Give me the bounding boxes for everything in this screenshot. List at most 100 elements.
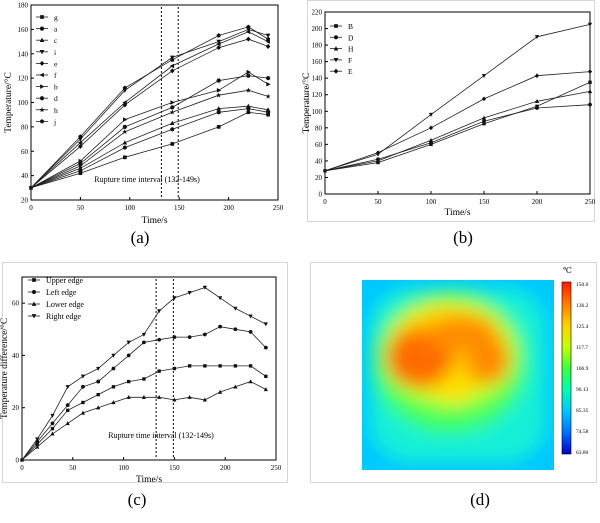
x-tick-label-a-1: 50 bbox=[77, 204, 85, 212]
legend-marker-b-2 bbox=[333, 46, 339, 51]
data-point-b-2-1 bbox=[375, 158, 381, 163]
data-point-c-2-3 bbox=[65, 421, 70, 426]
data-point-c-1-14 bbox=[233, 327, 238, 332]
data-point-a-3-4 bbox=[216, 39, 222, 45]
legend-marker-a-5 bbox=[39, 72, 44, 78]
thermal-field bbox=[362, 280, 554, 470]
y-tick-label-b-5: 100 bbox=[312, 108, 323, 116]
data-point-c-0-9 bbox=[157, 369, 161, 373]
data-point-a-2-5 bbox=[246, 103, 251, 108]
y-tick-label-b-11: 220 bbox=[312, 9, 323, 17]
data-point-a-6-6 bbox=[266, 81, 271, 87]
data-point-c-2-10 bbox=[172, 397, 177, 402]
data-point-c-3-8 bbox=[141, 332, 147, 337]
data-point-a-6-3 bbox=[170, 100, 175, 105]
data-point-c-0-10 bbox=[172, 366, 177, 371]
data-point-a-9-5 bbox=[246, 24, 251, 29]
legend-marker-a-4 bbox=[39, 60, 45, 66]
legend-marker-a-8 bbox=[39, 107, 45, 113]
data-point-c-1-11 bbox=[187, 335, 192, 340]
data-point-a-2-4 bbox=[216, 106, 222, 111]
x-tick-label-c-1: 50 bbox=[69, 464, 77, 472]
data-point-a-7-6 bbox=[265, 76, 271, 81]
data-point-b-0-5 bbox=[588, 80, 592, 84]
data-point-b-1-4 bbox=[535, 106, 539, 110]
data-point-a-0-5 bbox=[246, 110, 251, 115]
data-point-a-6-4 bbox=[216, 88, 222, 93]
y-tick-label-c-1: 20 bbox=[12, 404, 20, 412]
x-tick-label-b-3: 150 bbox=[479, 198, 490, 206]
data-point-a-5-5 bbox=[245, 29, 251, 35]
data-point-c-2-15 bbox=[248, 379, 253, 384]
data-point-a-0-1 bbox=[78, 171, 83, 176]
panel-b: 0 50 100 150 200 250 0 20 40 60 80 100 120 140 160 180 2… bbox=[300, 0, 600, 262]
legend-label-b-4: E bbox=[348, 67, 353, 76]
data-point-c-0-12 bbox=[203, 364, 207, 368]
legend-marker-a-9 bbox=[39, 119, 45, 124]
data-point-a-8-3 bbox=[169, 109, 175, 115]
data-point-c-0-2 bbox=[50, 426, 55, 431]
series-line-a-5 bbox=[30, 31, 269, 189]
data-point-a-4-6 bbox=[265, 43, 271, 49]
data-point-c-3-16 bbox=[263, 322, 268, 327]
legend-label-b-1: D bbox=[348, 33, 354, 42]
data-point-a-7-5 bbox=[246, 73, 251, 78]
data-point-a-0-2 bbox=[123, 155, 127, 160]
panel-d: ℃ 150.0 136.2 125.4 117.7 106.9 96.13 85.35 74.5… bbox=[300, 262, 600, 523]
colorbar-tick-3: 117.7 bbox=[576, 345, 588, 351]
panel-b-frame bbox=[307, 0, 595, 222]
data-point-b-4-5 bbox=[587, 69, 593, 74]
data-point-c-2-13 bbox=[218, 389, 223, 394]
x-tick-label-c-4: 200 bbox=[220, 464, 231, 472]
data-point-a-8-4 bbox=[216, 92, 222, 98]
data-point-c-0-16 bbox=[264, 374, 268, 379]
y-tick-label-b-3: 60 bbox=[315, 141, 323, 149]
data-point-c-2-2 bbox=[50, 431, 55, 436]
y-tick-label-a-7: 160 bbox=[18, 26, 29, 34]
colorbar-tick-8: 63.80 bbox=[576, 450, 589, 456]
data-point-c-0-14 bbox=[233, 364, 238, 368]
x-tick-label-a-5: 250 bbox=[273, 204, 284, 212]
plot-area-c bbox=[21, 276, 277, 461]
y-tick-label-b-0: 0 bbox=[319, 191, 323, 199]
x-tick-label-b-0: 0 bbox=[323, 198, 327, 206]
data-point-a-2-1 bbox=[78, 165, 83, 171]
legend-marker-b-4 bbox=[333, 68, 339, 74]
data-point-c-0-3 bbox=[66, 408, 70, 413]
data-point-a-5-2 bbox=[122, 100, 127, 105]
data-point-c-3-14 bbox=[233, 306, 238, 311]
data-point-c-3-7 bbox=[126, 340, 131, 345]
colorbar-tick-4: 106.9 bbox=[576, 366, 589, 372]
data-point-c-3-12 bbox=[202, 285, 207, 290]
y-tick-label-b-9: 180 bbox=[312, 42, 323, 50]
data-point-a-2-3 bbox=[169, 120, 175, 126]
data-point-a-1-3 bbox=[170, 127, 175, 132]
colorbar-tick-1: 136.2 bbox=[576, 303, 589, 309]
data-point-a-3-6 bbox=[265, 33, 271, 38]
data-point-c-3-5 bbox=[96, 366, 101, 371]
y-tick-label-b-8: 160 bbox=[312, 58, 323, 66]
data-point-c-3-1 bbox=[35, 437, 40, 442]
series-line-b-1 bbox=[324, 104, 591, 172]
data-point-c-3-3 bbox=[65, 385, 70, 390]
data-point-c-1-16 bbox=[263, 345, 268, 350]
colorbar-tick-2: 125.4 bbox=[576, 324, 589, 330]
data-point-c-1-7 bbox=[126, 353, 131, 358]
data-point-b-3-5 bbox=[587, 22, 593, 27]
series-line-a-4 bbox=[30, 38, 269, 189]
y-axis-label-b: Temperature/°C bbox=[301, 73, 312, 134]
data-point-a-6-2 bbox=[123, 117, 128, 122]
data-point-c-2-8 bbox=[141, 394, 147, 399]
data-point-a-8-2 bbox=[122, 128, 128, 135]
legend-marker-b-1 bbox=[333, 35, 339, 40]
data-point-c-2-6 bbox=[111, 400, 116, 405]
data-point-a-9-4 bbox=[216, 33, 221, 38]
legend-label-a-3: i bbox=[54, 48, 56, 57]
data-point-c-3-11 bbox=[187, 291, 192, 295]
plot-area-a bbox=[30, 4, 279, 201]
data-point-c-3-2 bbox=[50, 413, 55, 418]
data-point-a-1-2 bbox=[122, 145, 127, 150]
data-point-c-2-12 bbox=[202, 397, 207, 402]
legend-marker-a-2 bbox=[39, 37, 45, 43]
y-tick-label-a-4: 100 bbox=[18, 99, 29, 107]
